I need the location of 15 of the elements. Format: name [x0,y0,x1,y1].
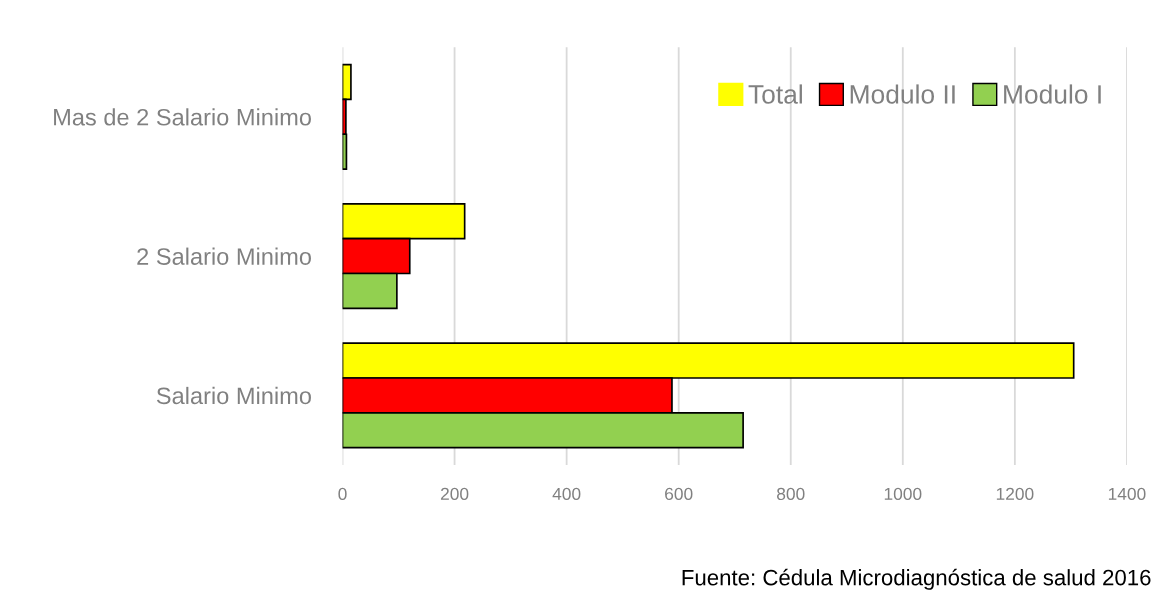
source-note: Fuente: Cédula Microdiagnóstica de salud 2016 [682,568,1151,590]
y-tick-label: Salario Minimo [156,386,311,405]
x-tick-label: 600 [665,487,693,501]
legend-label: Modulo I [1004,84,1101,104]
legend-label: Modulo II [850,84,955,104]
y-tick-label: Mas de 2 Salario Minimo [54,108,311,126]
x-tick-label: 1400 [1108,487,1146,501]
x-tick-label: 800 [777,487,805,501]
x-tick-label: 0 [338,487,347,501]
x-tick-label: 400 [552,487,581,501]
x-tick-label: 1200 [996,487,1034,501]
y-tick-label: 2 Salario Minimo [137,247,311,265]
legend-label: Total [748,84,802,104]
x-tick-label: 1000 [884,487,922,501]
x-tick-label: 200 [440,487,469,501]
